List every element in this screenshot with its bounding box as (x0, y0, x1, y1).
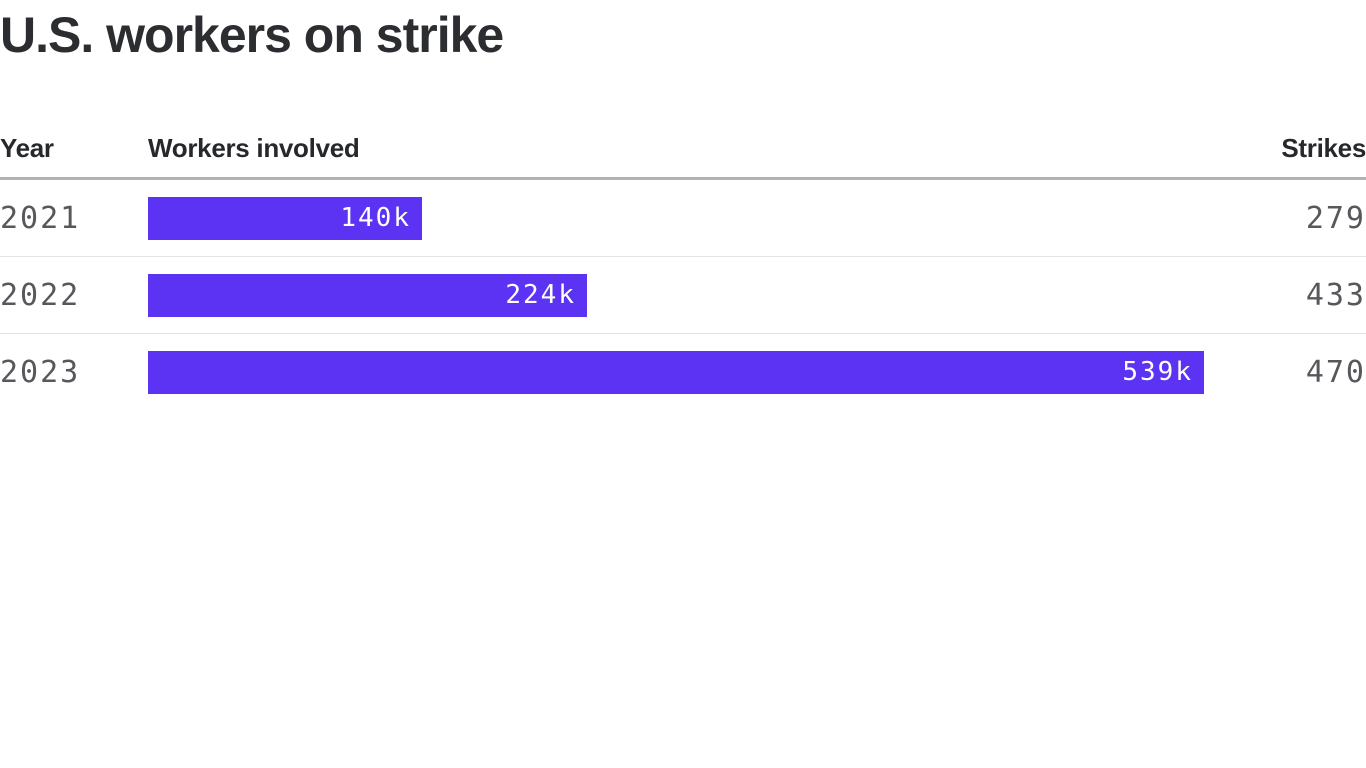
strikes-value: 470 (1305, 354, 1366, 390)
table-row: 2022 224k 433 (0, 257, 1366, 334)
workers-bar-track: 224k (148, 273, 1306, 317)
workers-bar: 224k (148, 273, 587, 317)
column-header-strikes: Strikes (1281, 133, 1366, 163)
workers-value-label: 539k (1122, 357, 1193, 387)
workers-bar: 539k (148, 350, 1204, 394)
workers-bar-track: 539k (148, 350, 1306, 394)
table-header: Year Workers involved Strikes (0, 133, 1366, 180)
column-header-workers-involved: Workers involved (148, 133, 360, 163)
year-label: 2022 (0, 277, 81, 313)
chart-title: U.S. workers on strike (0, 7, 504, 63)
column-header-year: Year (0, 133, 54, 163)
strikes-value: 279 (1305, 200, 1366, 236)
workers-bar: 140k (148, 196, 422, 240)
strikes-value: 433 (1305, 277, 1366, 313)
year-label: 2023 (0, 354, 81, 390)
year-label: 2021 (0, 200, 81, 236)
table-body: 2021 140k 279 2022 224k 433 2023 539k 47… (0, 180, 1366, 410)
workers-value-label: 140k (340, 203, 411, 233)
table-row: 2021 140k 279 (0, 180, 1366, 257)
workers-value-label: 224k (505, 280, 576, 310)
table-row: 2023 539k 470 (0, 334, 1366, 410)
workers-bar-track: 140k (148, 196, 1306, 240)
